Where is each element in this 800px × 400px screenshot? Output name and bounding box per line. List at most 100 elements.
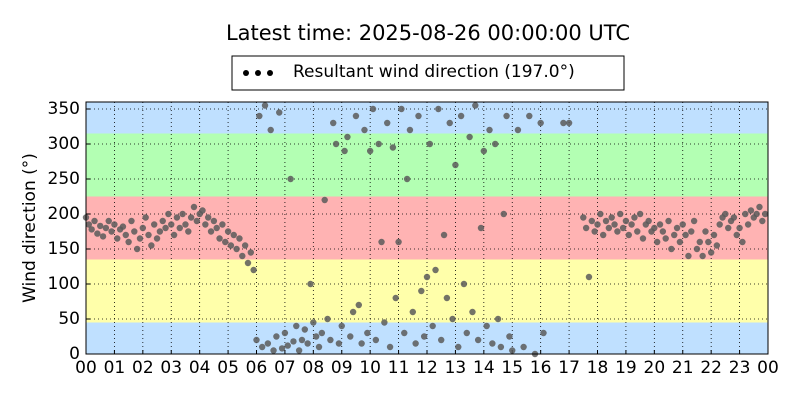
point: [310, 319, 317, 326]
point: [426, 140, 434, 148]
point: [651, 224, 658, 232]
x-tick-label: 00: [75, 358, 97, 378]
point: [597, 210, 604, 218]
point: [190, 203, 198, 211]
point: [466, 133, 473, 141]
point: [463, 329, 470, 337]
point: [97, 222, 104, 230]
point: [486, 126, 493, 134]
point: [162, 224, 169, 232]
point: [199, 207, 206, 214]
point: [653, 238, 661, 246]
point: [153, 235, 161, 242]
point: [219, 221, 226, 228]
point: [202, 221, 209, 228]
point: [361, 126, 368, 134]
point: [438, 336, 445, 344]
legend: [231, 55, 625, 91]
y-tick-label: 150: [48, 239, 80, 259]
point: [165, 210, 172, 218]
x-tick-label: 06: [246, 358, 268, 378]
point: [617, 210, 624, 218]
point: [389, 144, 397, 151]
point: [693, 245, 701, 253]
point: [753, 210, 760, 218]
point: [435, 105, 442, 113]
point: [406, 126, 414, 134]
point: [327, 336, 334, 344]
point: [250, 266, 257, 274]
y-axis-label: Wind direction (°): [20, 153, 40, 303]
point: [395, 238, 402, 246]
point: [682, 231, 689, 239]
x-tick-label: 16: [530, 358, 552, 378]
point: [639, 235, 647, 242]
point: [352, 112, 360, 120]
point: [256, 112, 263, 120]
point: [460, 280, 468, 288]
point: [284, 342, 291, 349]
x-tick-label: 00: [757, 358, 779, 378]
point: [133, 245, 141, 253]
x-tick-label: 19: [615, 358, 637, 378]
point: [457, 112, 465, 120]
point: [401, 329, 408, 337]
point: [452, 161, 459, 169]
point: [492, 140, 499, 148]
point: [705, 238, 712, 246]
point: [560, 119, 567, 127]
point: [494, 315, 502, 323]
point: [707, 249, 715, 256]
point: [224, 228, 232, 235]
point: [312, 333, 320, 340]
point: [634, 228, 641, 235]
point: [580, 214, 587, 221]
point: [230, 231, 237, 239]
point: [332, 140, 340, 148]
point: [690, 217, 698, 225]
x-tick-label: 14: [473, 358, 495, 378]
x-tick-label: 20: [644, 358, 666, 378]
point: [733, 231, 740, 239]
point: [318, 329, 326, 337]
x-tick-label: 18: [587, 358, 609, 378]
point: [227, 242, 235, 249]
point: [520, 343, 527, 351]
point: [108, 228, 115, 235]
point: [375, 140, 382, 148]
point: [94, 230, 101, 237]
point: [324, 315, 331, 323]
point: [176, 224, 183, 232]
point: [472, 102, 479, 109]
point: [270, 347, 277, 354]
point: [688, 228, 695, 235]
point: [364, 329, 371, 337]
point: [372, 336, 380, 344]
point: [125, 238, 132, 246]
point: [105, 217, 112, 225]
point: [298, 336, 306, 344]
point: [611, 221, 618, 228]
point: [173, 214, 181, 221]
point: [91, 217, 98, 225]
x-tick-label: 10: [359, 358, 381, 378]
point: [761, 210, 769, 218]
point: [293, 322, 300, 330]
point: [659, 228, 667, 235]
x-tick-label: 22: [700, 358, 722, 378]
point: [281, 329, 289, 337]
x-tick-label: 13: [445, 358, 467, 378]
y-tick-label: 100: [48, 274, 80, 294]
point: [747, 207, 755, 214]
y-tick-label: 200: [48, 204, 80, 224]
point: [335, 340, 343, 347]
point: [742, 210, 749, 218]
x-tick-label: 01: [104, 358, 126, 378]
chart-title: Latest time: 2025-08-26 00:00:00 UTC: [226, 21, 630, 45]
point: [369, 105, 377, 113]
point: [582, 224, 590, 232]
point: [264, 340, 272, 347]
point: [449, 315, 456, 323]
plot-area: [82, 101, 769, 358]
point: [540, 329, 547, 337]
